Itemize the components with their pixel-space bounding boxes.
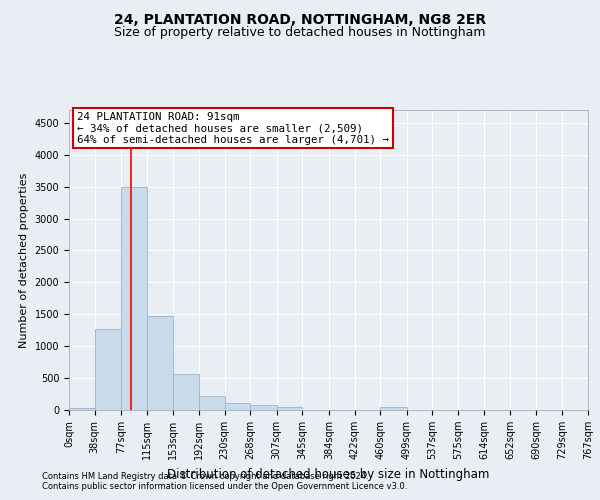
- Text: Contains public sector information licensed under the Open Government Licence v3: Contains public sector information licen…: [42, 482, 407, 491]
- Bar: [95, 329, 121, 410]
- Y-axis label: Number of detached properties: Number of detached properties: [19, 172, 29, 348]
- Bar: [147, 316, 173, 410]
- Bar: [121, 186, 147, 410]
- Bar: [250, 405, 277, 410]
- Bar: [69, 408, 95, 410]
- Bar: [380, 407, 407, 410]
- Bar: [173, 374, 199, 410]
- Bar: [277, 407, 302, 410]
- Text: 24, PLANTATION ROAD, NOTTINGHAM, NG8 2ER: 24, PLANTATION ROAD, NOTTINGHAM, NG8 2ER: [114, 12, 486, 26]
- Text: Size of property relative to detached houses in Nottingham: Size of property relative to detached ho…: [114, 26, 486, 39]
- Bar: [224, 402, 250, 410]
- Text: 24 PLANTATION ROAD: 91sqm
← 34% of detached houses are smaller (2,509)
64% of se: 24 PLANTATION ROAD: 91sqm ← 34% of detac…: [77, 112, 389, 144]
- Text: Contains HM Land Registry data © Crown copyright and database right 2024.: Contains HM Land Registry data © Crown c…: [42, 472, 368, 481]
- X-axis label: Distribution of detached houses by size in Nottingham: Distribution of detached houses by size …: [167, 468, 490, 480]
- Bar: [199, 396, 224, 410]
